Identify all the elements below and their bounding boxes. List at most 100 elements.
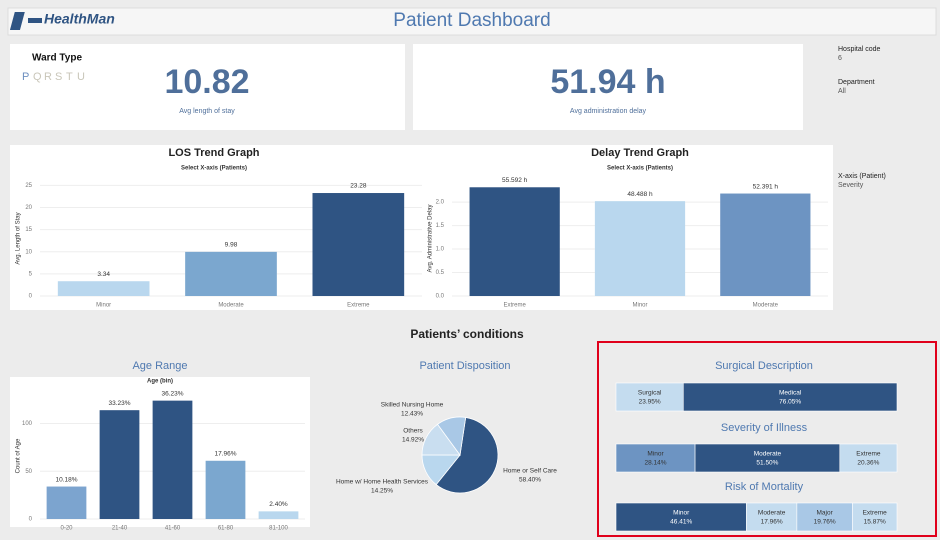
value-label: 9.98 [225, 242, 238, 249]
segment-value: 20.36% [857, 460, 879, 467]
bar [46, 486, 87, 519]
segment-label: Minor [673, 510, 690, 517]
bar [469, 187, 560, 296]
y-tick-label: 0.0 [436, 294, 445, 300]
pie-slice [437, 416, 467, 457]
y-tick-label: 50 [25, 469, 32, 475]
kpi-label: Avg length of stay [179, 108, 235, 115]
bar [720, 193, 811, 296]
chart-title: Delay Trend Graph [591, 147, 689, 159]
filter-value[interactable]: All [838, 88, 846, 95]
title-band [610, 357, 912, 375]
filter-label: Hospital code [838, 46, 881, 53]
x-tick-label: Moderate [218, 303, 244, 309]
chart-title: LOS Trend Graph [168, 147, 259, 159]
pie-value-label: 12.43% [401, 411, 423, 418]
bar-segment [615, 382, 684, 412]
bar-segment [839, 443, 898, 473]
segment-label: Moderate [754, 451, 782, 458]
kpi-value: 51.94 h [550, 63, 665, 101]
x-tick-label: Minor [96, 303, 111, 309]
bar-segment [796, 502, 853, 532]
highlight-box [597, 341, 937, 537]
x-tick-label: Extreme [347, 303, 370, 309]
chart-title: Severity of Illness [721, 422, 808, 434]
ward-option[interactable]: R [44, 71, 52, 83]
value-label: 36.23% [161, 390, 183, 397]
pie-label: Skilled Nursing Home [381, 402, 444, 409]
kpi-value: 10.82 [164, 63, 249, 101]
bar [258, 511, 299, 519]
x-tick-label: Minor [632, 303, 647, 309]
segment-label: Extreme [856, 451, 881, 458]
pie-value-label: 14.92% [402, 437, 424, 444]
bar [152, 400, 193, 519]
kpi-panel [10, 44, 405, 130]
dashboard-title: Patient Dashboard [393, 10, 550, 31]
chart-title: Patient Disposition [419, 360, 510, 372]
value-label: 2.40% [269, 501, 288, 508]
x-tick-label: Moderate [753, 303, 779, 309]
segment-label: Moderate [758, 510, 786, 517]
y-axis-label: Avg. Administrative Delay [428, 205, 434, 273]
bar-segment [615, 443, 696, 473]
x-tick-label: 21-40 [112, 526, 128, 532]
x-tick-label: Extreme [503, 303, 526, 309]
ward-label: Ward Type [32, 53, 82, 64]
pie-label: Home or Self Care [503, 468, 557, 475]
filter-label: Department [838, 79, 875, 86]
logo-mark [9, 12, 25, 30]
logo-text: HealthMan [44, 11, 115, 27]
ward-option[interactable]: U [77, 71, 85, 83]
segment-value: 15.87% [864, 519, 886, 526]
segment-value: 28.14% [645, 460, 667, 467]
ward-option[interactable]: P [22, 71, 29, 83]
value-label: 48.488 h [627, 191, 653, 198]
y-tick-label: 0 [29, 517, 33, 523]
bar-segment [746, 502, 798, 532]
value-label: 10.18% [55, 476, 77, 483]
y-axis-label: Count of Age [16, 438, 22, 473]
pie-value-label: 58.40% [519, 477, 541, 484]
y-tick-label: 0 [29, 294, 33, 300]
chart-subtitle: Select X-axis (Patients) [607, 166, 673, 172]
ward-option[interactable]: T [66, 71, 73, 83]
x-tick-label: 61-80 [218, 526, 234, 532]
bar [312, 193, 405, 296]
chart-subtitle: Select X-axis (Patients) [181, 166, 247, 172]
filter-value[interactable]: 6 [838, 55, 842, 62]
bar [205, 460, 246, 519]
ward-option[interactable]: S [55, 71, 62, 83]
segment-value: 46.41% [670, 519, 692, 526]
chart-title: Risk of Mortality [725, 481, 804, 493]
chart-title: Surgical Description [715, 360, 813, 372]
title-band [610, 478, 912, 496]
chart-title: Age Range [132, 360, 187, 372]
y-tick-label: 10 [25, 249, 32, 255]
bar-segment [615, 502, 747, 532]
segment-label: Medical [779, 390, 802, 397]
ward-option[interactable]: Q [33, 71, 42, 83]
y-axis-label: Avg. Length of Stay [16, 212, 22, 264]
x-tick-label: 81-100 [269, 526, 288, 532]
x-tick-label: 0-20 [60, 526, 73, 532]
y-tick-label: 0.5 [436, 270, 445, 276]
y-tick-label: 1.0 [436, 247, 445, 253]
segment-value: 51.50% [756, 460, 778, 467]
kpi-panel [413, 44, 803, 130]
value-label: 17.96% [214, 450, 236, 457]
filter-value[interactable]: Severity [838, 182, 864, 189]
filter-label: X-axis (Patient) [838, 173, 886, 180]
kpi-label: Avg administration delay [570, 108, 647, 115]
segment-label: Extreme [863, 510, 888, 517]
segment-value: 17.96% [761, 519, 783, 526]
pie-slice [435, 416, 499, 494]
bar [99, 410, 140, 519]
logo: HealthMan [9, 11, 115, 30]
bar [57, 281, 150, 296]
segment-value: 19.76% [814, 519, 836, 526]
y-tick-label: 2.0 [436, 200, 445, 206]
pie-value-label: 14.25% [371, 488, 393, 495]
title-band [610, 419, 912, 437]
